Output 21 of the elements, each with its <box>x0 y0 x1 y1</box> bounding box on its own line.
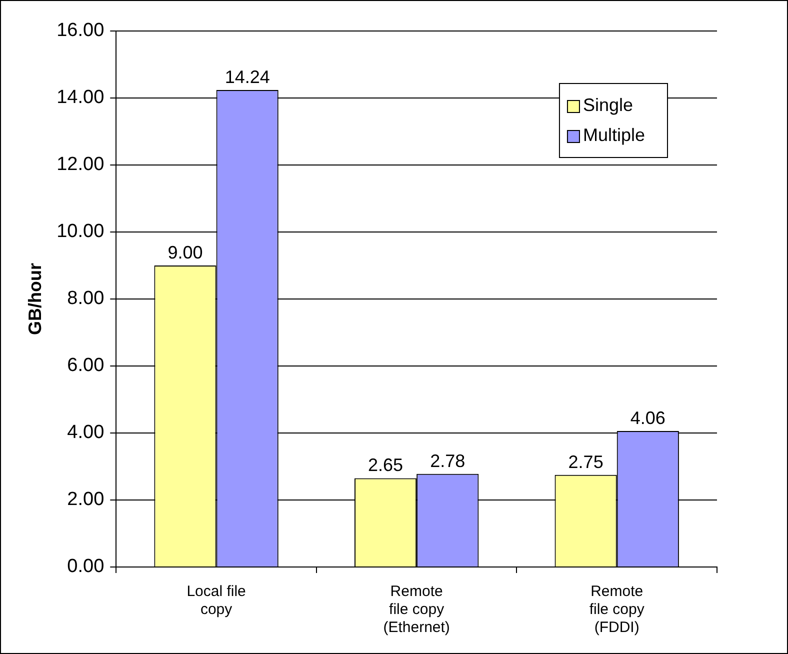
legend-label: Multiple <box>582 124 646 145</box>
data-label: 2.75 <box>568 452 604 472</box>
x-tick-label: Local file copy <box>186 583 246 618</box>
data-label: 2.78 <box>430 450 466 471</box>
y-tick-label: 8.00 <box>67 288 104 310</box>
y-tick-label: 10.00 <box>56 221 104 242</box>
y-tick-label: 16.00 <box>56 20 104 42</box>
y-tick-label: 2.00 <box>67 489 104 510</box>
y-axis-title: GB/hour <box>24 263 45 335</box>
legend-label: Single <box>582 94 634 115</box>
y-tick-label: 0.00 <box>67 556 104 578</box>
x-tick-label: Remote file copy (FDDI) <box>589 583 645 636</box>
y-tick-label: 4.00 <box>67 422 104 444</box>
data-label: 4.06 <box>630 408 666 428</box>
y-tick-label: 14.00 <box>56 87 104 108</box>
data-label: 9.00 <box>168 242 203 262</box>
y-tick-label: 6.00 <box>67 355 104 376</box>
data-label: 2.65 <box>368 455 404 476</box>
data-label: 14.24 <box>224 66 270 87</box>
x-tick-label: Remote file copy (Ethernet) <box>383 583 450 636</box>
y-tick-label: 12.00 <box>56 154 104 176</box>
